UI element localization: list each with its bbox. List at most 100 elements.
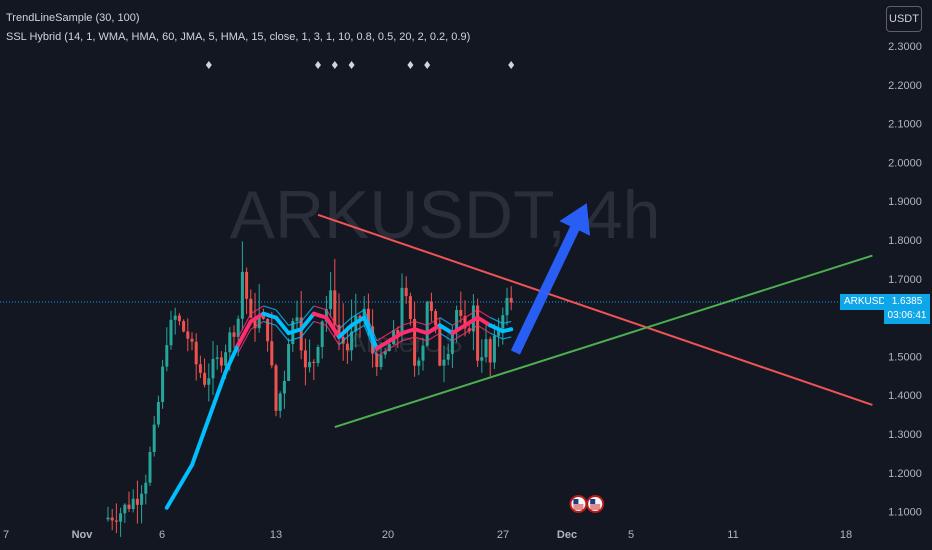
candle — [215, 344, 219, 370]
ssl-baseline — [164, 305, 514, 510]
candle — [333, 258, 337, 338]
candle — [299, 291, 303, 360]
ssl-segment — [164, 463, 194, 510]
candle — [119, 507, 123, 537]
candle — [463, 300, 467, 337]
candle — [131, 489, 135, 513]
candle — [400, 273, 404, 342]
us-flag-icon[interactable] — [569, 495, 588, 513]
candle — [303, 338, 307, 386]
ssl-segment — [475, 309, 493, 334]
diamond-marker — [331, 61, 338, 69]
price-axis[interactable]: 2.3000 2.2000 2.1000 2.0000 1.9000 1.8000 1.70… — [888, 41, 922, 519]
candle — [245, 267, 249, 315]
candle — [165, 327, 169, 372]
trendline-lower[interactable] — [334, 254, 873, 428]
candle — [173, 307, 177, 335]
price-tick: 2.0000 — [888, 157, 922, 169]
candle — [375, 346, 379, 377]
ssl-segment — [274, 309, 291, 342]
candle — [114, 503, 118, 534]
time-tick: Nov — [72, 529, 94, 541]
candle — [232, 325, 236, 349]
candle — [488, 336, 492, 377]
candle — [106, 506, 110, 522]
last-price-tag: 1.6385 03:06:41 — [884, 294, 930, 324]
ssl-segment — [311, 305, 329, 326]
symbol-price-tag: ARKUSDT — [840, 294, 896, 310]
candle — [127, 491, 131, 513]
time-axis[interactable]: 7 Nov 6 13 20 27 Dec 5 11 18 — [3, 529, 852, 541]
ssl-segment — [425, 317, 442, 342]
candle — [291, 317, 295, 352]
indicator-ssl-label[interactable]: SSL Hybrid (14, 1, WMA, HMA, 60, JMA, 5,… — [6, 31, 471, 43]
candle — [492, 323, 496, 369]
currency-button[interactable]: USDT — [886, 6, 922, 32]
candle — [186, 318, 190, 352]
time-tick: 6 — [159, 529, 165, 541]
ssl-segment — [450, 317, 467, 342]
diamond-marker — [205, 61, 212, 69]
time-tick: 11 — [727, 529, 738, 541]
candle — [190, 332, 194, 351]
time-tick: 13 — [270, 529, 282, 541]
candle — [320, 320, 324, 359]
candle — [110, 509, 114, 531]
candle — [408, 292, 412, 326]
ssl-segment — [400, 320, 417, 342]
candle — [203, 358, 207, 388]
flag-markers — [569, 495, 605, 513]
ssl-segment — [437, 317, 455, 342]
candle — [161, 359, 165, 409]
arrow-shape[interactable] — [510, 203, 591, 355]
arrow-annotation — [510, 203, 591, 355]
ssl-segment — [412, 320, 430, 342]
ssl-segment — [236, 313, 253, 353]
last-price-value: 1.6385 — [891, 296, 923, 307]
price-tick: 1.7000 — [888, 274, 922, 286]
candle — [429, 292, 433, 322]
candle — [337, 293, 341, 351]
candle — [211, 340, 215, 396]
candle — [413, 301, 417, 377]
time-tick: 18 — [840, 529, 852, 541]
candle — [455, 305, 459, 343]
candle — [177, 312, 181, 326]
candle — [169, 310, 173, 350]
time-tick: 27 — [497, 529, 509, 541]
diamond-marker — [315, 61, 321, 69]
candle — [266, 318, 270, 352]
candle — [312, 359, 316, 381]
candle — [425, 300, 429, 347]
watermark-symbol: ARKUSDT, 4h — [230, 177, 661, 253]
ssl-segment — [374, 332, 392, 357]
ssl-segment — [387, 324, 404, 350]
trendline-upper[interactable] — [317, 213, 873, 406]
candle — [442, 345, 446, 383]
candle — [282, 370, 286, 409]
price-tick: 1.1000 — [888, 507, 922, 519]
candle — [270, 311, 274, 369]
candle — [123, 503, 127, 524]
bar-countdown: 03:06:41 — [887, 310, 927, 321]
candle — [480, 339, 484, 373]
ssl-segment — [337, 317, 354, 346]
ssl-segment — [488, 317, 505, 340]
price-tick: 1.9000 — [888, 196, 922, 208]
price-tick: 2.3000 — [888, 41, 922, 53]
candle — [207, 363, 211, 402]
candle — [417, 357, 421, 376]
candle — [484, 325, 488, 363]
time-tick: 5 — [628, 529, 634, 541]
ssl-segment — [286, 320, 304, 342]
ssl-segment — [463, 309, 480, 334]
candle — [278, 391, 282, 418]
ssl-segment — [500, 320, 514, 340]
us-flag-icon[interactable] — [586, 495, 605, 513]
watermark: ARKUSDT, 4h ArmerUS — [230, 177, 661, 358]
indicator-trendline-label[interactable]: TrendLineSample (30, 100) — [6, 12, 140, 24]
candle — [476, 298, 480, 367]
event-markers — [205, 61, 515, 69]
